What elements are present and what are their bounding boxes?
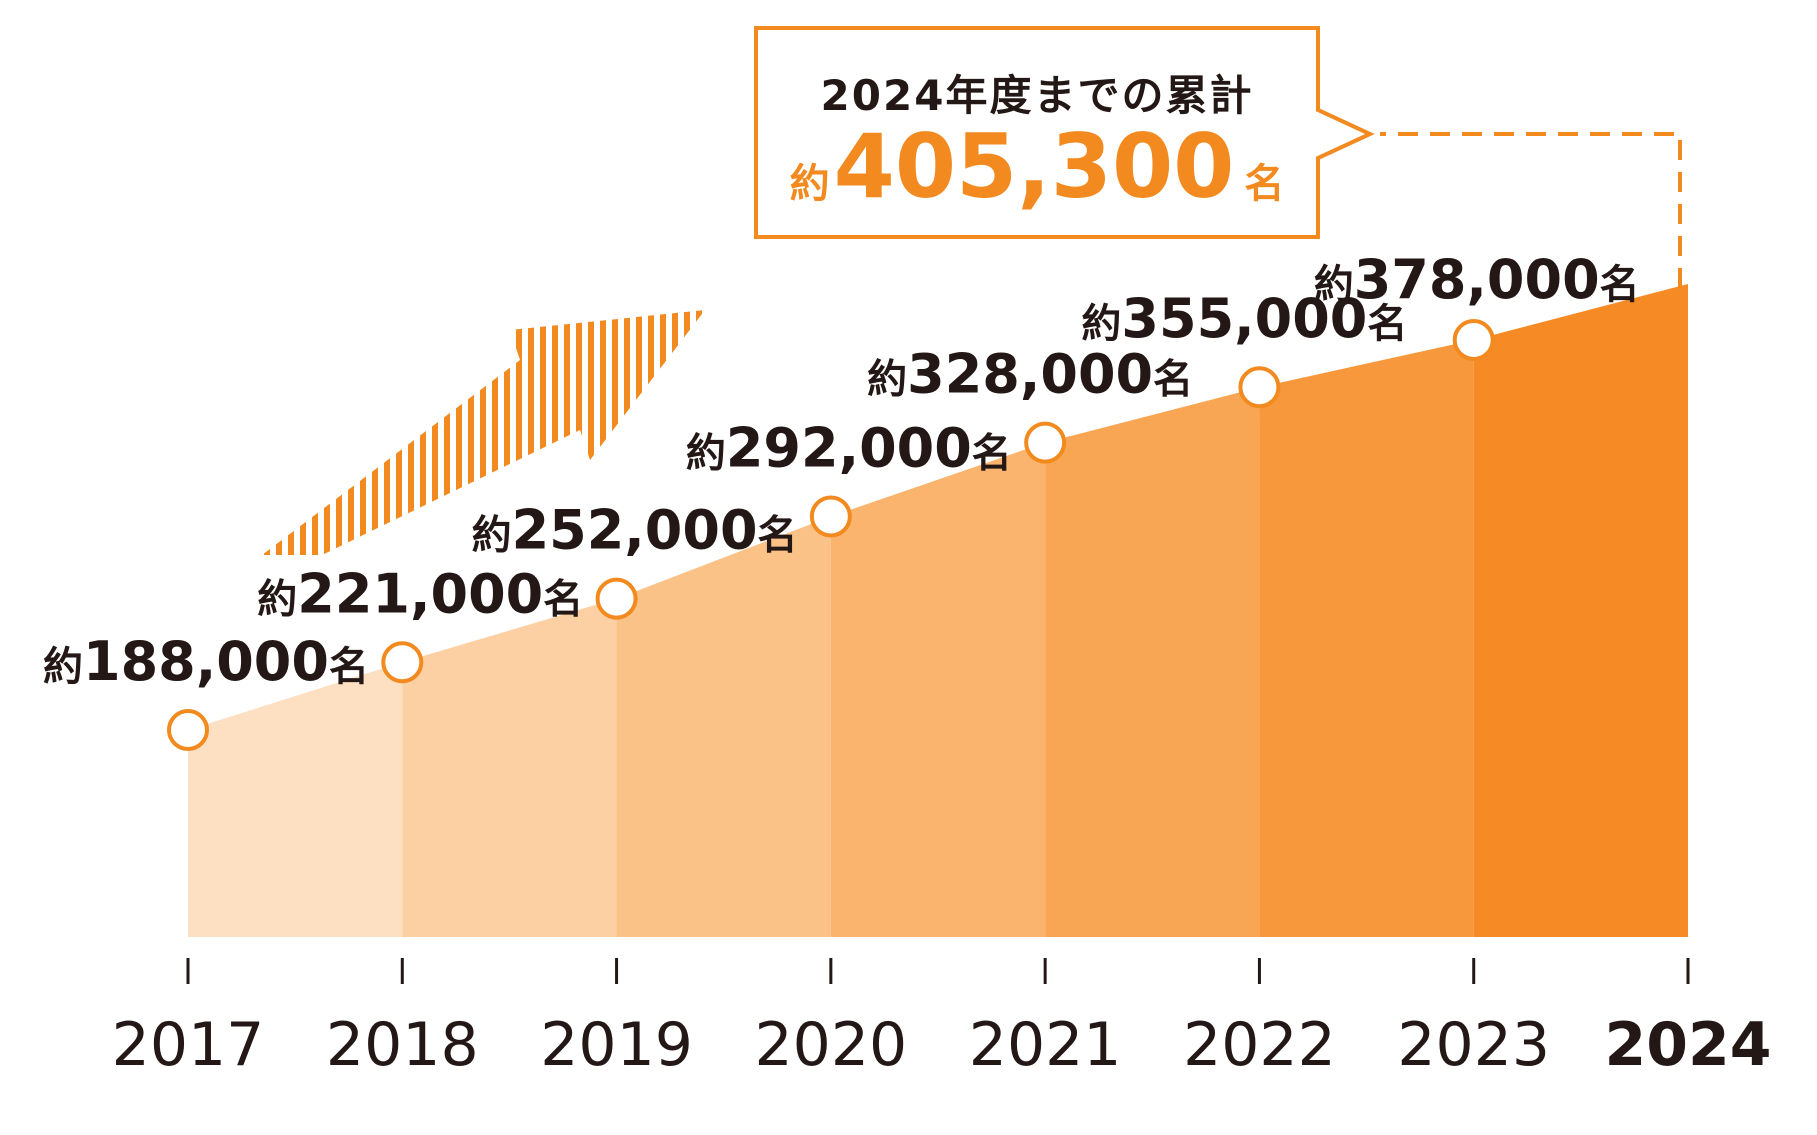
- data-label-2017: 約188,000名: [43, 630, 369, 693]
- data-label-suffix: 名: [972, 431, 1012, 477]
- data-label-suffix: 名: [1600, 262, 1640, 308]
- data-point-2020: [809, 495, 852, 538]
- data-label-value: 328,000: [907, 343, 1153, 406]
- data-label-suffix: 名: [758, 513, 798, 559]
- area-segment-2019: [616, 516, 831, 937]
- data-label-value: 378,000: [1354, 248, 1600, 311]
- x-tick-label-2018: 2018: [326, 1010, 479, 1080]
- data-points: [167, 319, 1495, 751]
- callout-box: [754, 26, 1375, 239]
- data-label-value: 292,000: [726, 417, 972, 480]
- callout-connector: [1380, 132, 1682, 288]
- data-labels: 約188,000名約221,000名約252,000名約292,000名約328…: [43, 248, 1640, 693]
- data-point-2022: [1238, 366, 1281, 409]
- x-axis: 2017 2018 2019 2020 2021 2022 2023 2024: [112, 958, 1772, 1080]
- data-point-2017: [167, 709, 209, 751]
- data-label-2022: 約355,000名: [1081, 287, 1407, 350]
- callout-suffix: 名: [1244, 161, 1284, 207]
- x-tick-label-2017: 2017: [112, 1010, 265, 1080]
- callout-title: 2024年度までの累計: [821, 71, 1254, 120]
- data-label-2018: 約221,000名: [257, 562, 583, 625]
- x-tick-label-2024: 2024: [1605, 1010, 1772, 1080]
- x-tick-label-2023: 2023: [1397, 1010, 1550, 1080]
- data-label-value: 188,000: [83, 630, 329, 693]
- data-label-prefix: 約: [257, 576, 297, 622]
- data-label-suffix: 名: [1367, 301, 1407, 347]
- x-tick-label-2021: 2021: [969, 1010, 1122, 1080]
- x-tick-label-2020: 2020: [755, 1010, 908, 1080]
- area-segment-2018: [402, 598, 617, 937]
- data-label-prefix: 約: [686, 431, 726, 477]
- total-callout: 2024年度までの累計 約405,300 名: [754, 26, 1375, 239]
- data-label-value: 252,000: [512, 499, 758, 562]
- data-label-value: 355,000: [1121, 287, 1367, 350]
- data-label-value: 221,000: [297, 562, 543, 625]
- data-label-2023: 約378,000名: [1314, 248, 1640, 311]
- data-label-prefix: 約: [1081, 301, 1121, 347]
- data-label-2020: 約292,000名: [686, 417, 1012, 480]
- x-tick-label-2022: 2022: [1183, 1010, 1336, 1080]
- callout-value: 405,300: [834, 115, 1235, 218]
- data-point-2023: [1452, 319, 1495, 361]
- area-segment-2017: [188, 662, 403, 937]
- data-label-suffix: 名: [543, 576, 583, 622]
- area-segment-2023: [1473, 283, 1688, 938]
- data-point-2018: [381, 641, 424, 684]
- data-label-suffix: 名: [1153, 357, 1193, 403]
- data-point-2021: [1024, 421, 1067, 464]
- data-label-2019: 約252,000名: [472, 499, 798, 562]
- data-point-2019: [595, 577, 638, 620]
- area-segment-2020: [830, 442, 1046, 937]
- data-label-2021: 約328,000名: [867, 343, 1193, 406]
- data-label-prefix: 約: [472, 513, 512, 559]
- data-label-prefix: 約: [43, 644, 83, 690]
- callout-prefix: 約: [790, 161, 830, 207]
- data-label-suffix: 名: [329, 644, 369, 690]
- trend-arrow-icon: [262, 310, 705, 555]
- area-segment-2022: [1259, 340, 1474, 937]
- data-label-prefix: 約: [867, 357, 907, 403]
- data-label-prefix: 約: [1314, 262, 1354, 308]
- area-segment-2021: [1045, 387, 1260, 937]
- area-segments: [188, 283, 1688, 938]
- x-tick-label-2019: 2019: [540, 1010, 693, 1080]
- callout-total: 約405,300 名: [790, 115, 1285, 218]
